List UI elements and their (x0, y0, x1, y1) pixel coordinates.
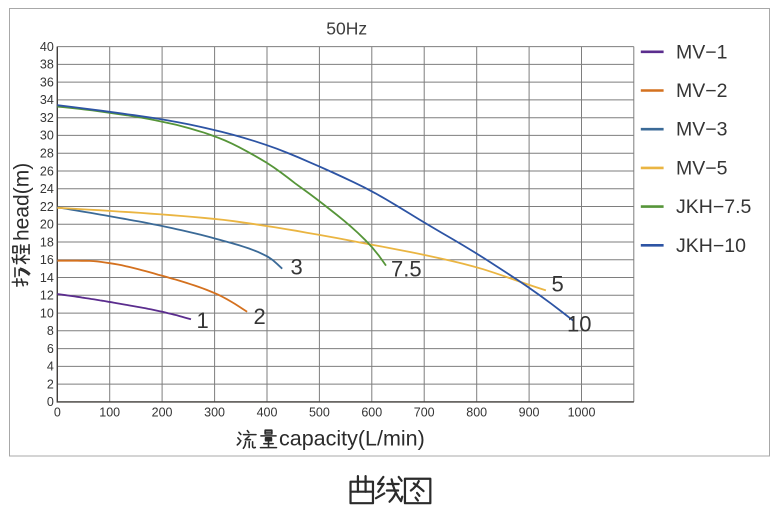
svg-text:0: 0 (47, 395, 54, 409)
svg-text:head(m): head(m) (11, 163, 34, 241)
svg-text:200: 200 (152, 406, 173, 420)
svg-text:MV−1: MV−1 (676, 41, 727, 63)
svg-text:JKH−7.5: JKH−7.5 (676, 196, 751, 218)
svg-text:16: 16 (40, 253, 54, 267)
svg-text:capacity(L/min): capacity(L/min) (279, 427, 425, 451)
svg-text:10: 10 (567, 312, 591, 337)
svg-text:1: 1 (197, 308, 209, 333)
svg-text:26: 26 (40, 164, 54, 178)
svg-text:6: 6 (47, 342, 54, 356)
svg-text:JKH−10: JKH−10 (676, 235, 746, 257)
svg-text:400: 400 (257, 406, 278, 420)
svg-text:2: 2 (254, 304, 266, 329)
svg-text:10: 10 (40, 306, 54, 320)
svg-text:36: 36 (40, 75, 54, 89)
svg-text:8: 8 (47, 324, 54, 338)
svg-text:2: 2 (47, 377, 54, 391)
svg-text:MV−3: MV−3 (676, 119, 727, 141)
svg-text:28: 28 (40, 147, 54, 161)
svg-text:50Hz: 50Hz (326, 19, 367, 39)
svg-text:14: 14 (40, 271, 54, 285)
svg-text:MV−2: MV−2 (676, 80, 727, 102)
svg-text:300: 300 (204, 406, 225, 420)
svg-text:900: 900 (519, 406, 540, 420)
svg-text:32: 32 (40, 111, 54, 125)
svg-text:5: 5 (552, 272, 564, 297)
svg-text:7.5: 7.5 (391, 257, 422, 282)
svg-text:600: 600 (361, 406, 382, 420)
svg-text:3: 3 (291, 255, 303, 280)
svg-text:34: 34 (40, 93, 54, 107)
svg-text:800: 800 (466, 406, 487, 420)
svg-text:38: 38 (40, 58, 54, 72)
svg-text:24: 24 (40, 182, 54, 196)
svg-text:500: 500 (309, 406, 330, 420)
svg-text:12: 12 (40, 289, 54, 303)
svg-text:20: 20 (40, 218, 54, 232)
svg-text:30: 30 (40, 129, 54, 143)
svg-text:1000: 1000 (568, 406, 596, 420)
svg-text:MV−5: MV−5 (676, 157, 728, 179)
svg-text:700: 700 (414, 406, 435, 420)
svg-text:40: 40 (40, 40, 54, 54)
svg-text:4: 4 (47, 360, 54, 374)
svg-text:100: 100 (99, 406, 120, 420)
svg-text:0: 0 (54, 406, 61, 420)
svg-text:22: 22 (40, 200, 54, 214)
svg-text:18: 18 (40, 235, 54, 249)
